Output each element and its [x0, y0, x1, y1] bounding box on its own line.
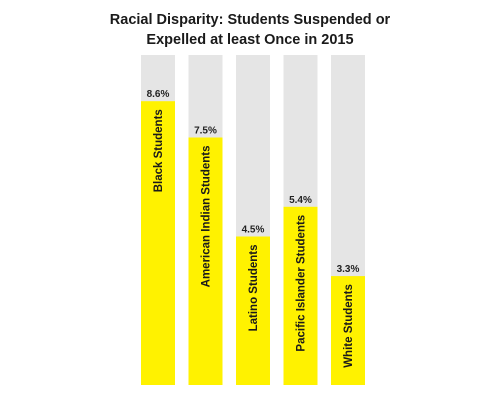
bar-group-white-students: 3.3% White Students — [331, 55, 365, 385]
value-label-pacific-islander-students: 5.4% — [289, 195, 312, 206]
category-label-latino-students: Latino Students — [248, 245, 260, 332]
chart-title-line-2: Expelled at least Once in 2015 — [146, 32, 354, 48]
bar-group-black-students: 8.6% Black Students — [141, 55, 175, 385]
bar-latino-students — [236, 236, 270, 385]
category-label-black-students: Black Students — [153, 109, 165, 192]
bar-white-students — [331, 276, 365, 385]
value-label-american-indian-students: 7.5% — [194, 126, 217, 137]
bar-american-indian-students — [188, 137, 223, 385]
bar-group-american-indian-students: 7.5% American Indian Students — [188, 55, 223, 385]
category-label-white-students: White Students — [343, 284, 355, 368]
chart-title-line-1: Racial Disparity: Students Suspended or — [109, 12, 391, 28]
bar-group-latino-students: 4.5% Latino Students — [236, 55, 270, 385]
value-label-latino-students: 4.5% — [242, 225, 265, 236]
value-label-black-students: 8.6% — [147, 89, 170, 100]
chart-title: Racial Disparity: Students Suspended or … — [0, 10, 500, 50]
category-label-american-indian-students: American Indian Students — [201, 146, 213, 288]
bar-group-pacific-islander-students: 5.4% Pacific Islander Students — [283, 55, 318, 385]
bar-pacific-islander-students — [283, 206, 318, 385]
category-label-pacific-islander-students: Pacific Islander Students — [296, 215, 308, 352]
bar-black-students — [141, 101, 175, 385]
value-label-white-students: 3.3% — [337, 264, 360, 275]
